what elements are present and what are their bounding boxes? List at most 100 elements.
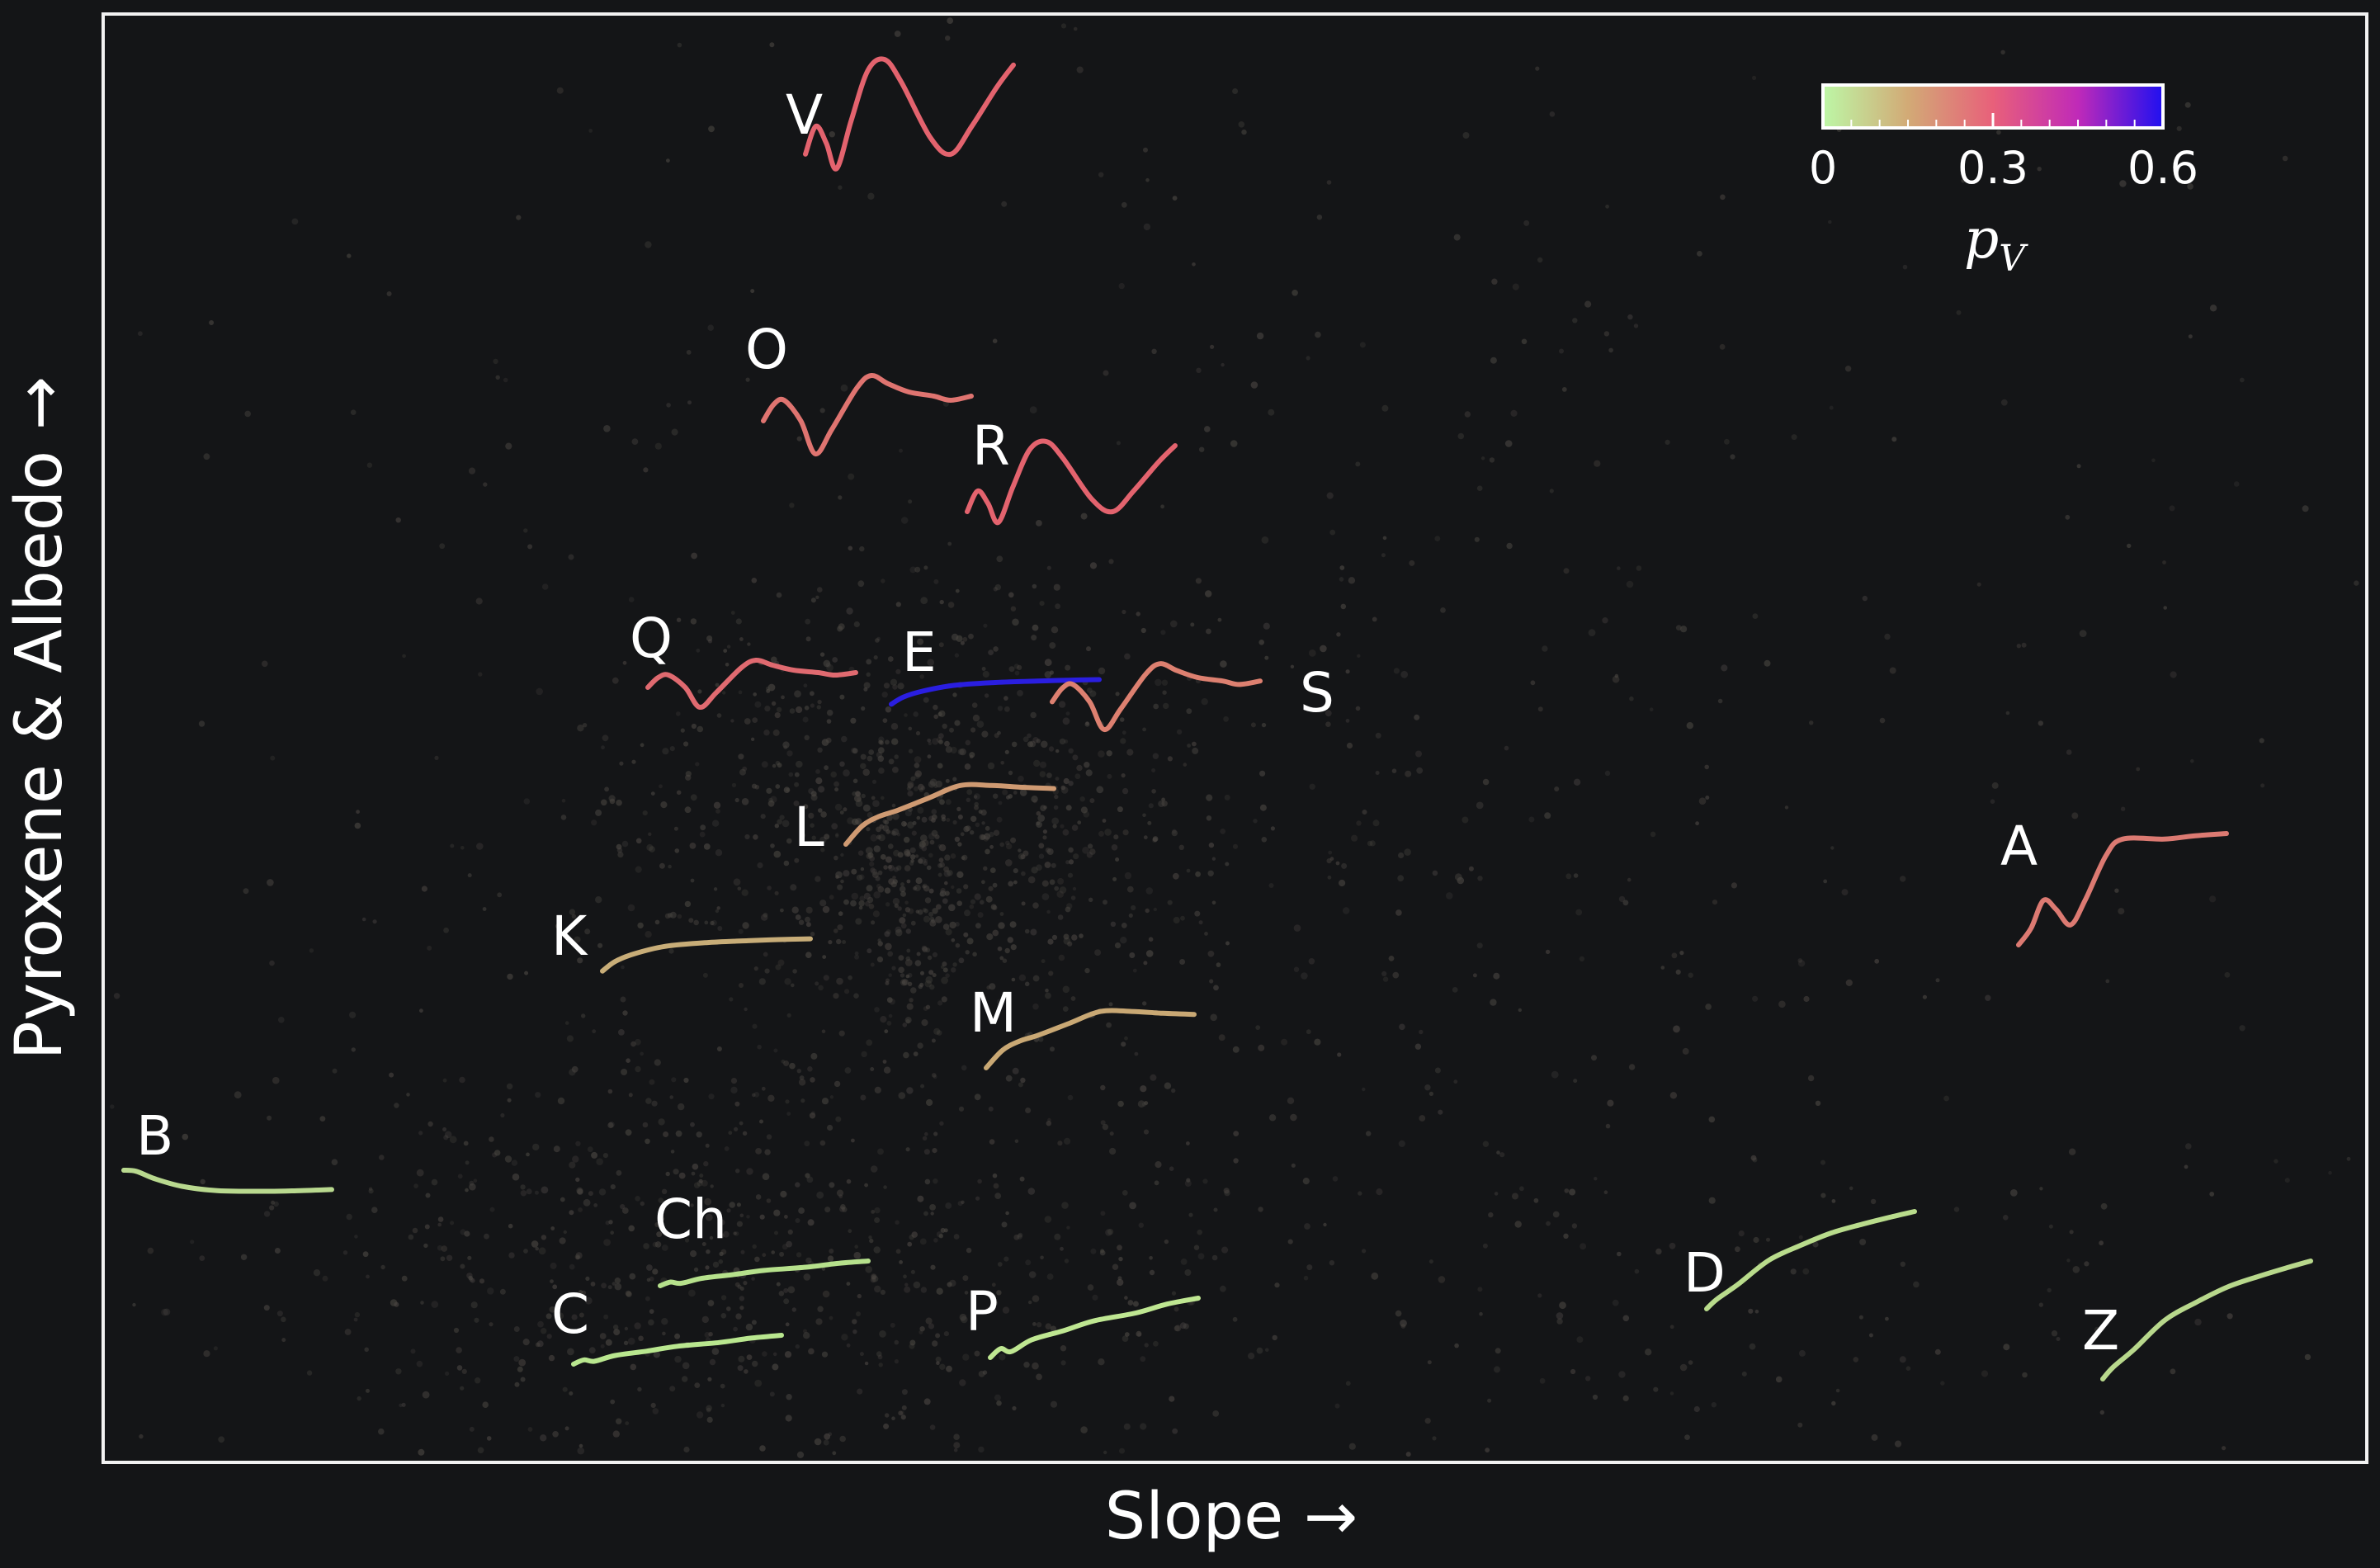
background-point-1320 [607,1285,612,1290]
background-point-458 [989,983,996,990]
background-point-2209 [1669,1325,1674,1329]
background-point-1428 [394,1103,399,1108]
background-point-2403 [1835,1388,1840,1393]
background-point-304 [888,865,892,869]
background-point-748 [883,865,888,870]
background-point-506 [1208,842,1215,848]
background-point-362 [1106,750,1112,757]
background-point-1674 [824,834,830,840]
background-point-834 [907,782,914,789]
background-point-1763 [1248,1353,1255,1360]
background-point-1886 [1604,770,1611,777]
background-point-358 [835,833,839,837]
background-point-1950 [1704,764,1709,770]
background-point-659 [981,821,985,825]
background-point-405 [1053,805,1059,810]
background-point-2347 [2099,1240,2104,1246]
background-point-1825 [1482,778,1490,786]
background-point-2204 [1432,1436,1437,1441]
background-point-1997 [1143,223,1151,231]
background-point-1353 [1173,1306,1179,1312]
background-point-18 [1051,862,1056,868]
background-point-511 [866,1039,873,1046]
background-point-109 [715,849,723,857]
background-point-815 [905,974,910,979]
background-point-227 [907,781,914,788]
background-point-1778 [2209,895,2217,903]
background-point-498 [859,874,865,880]
background-point-1691 [1476,801,1484,810]
background-point-2179 [1784,805,1789,810]
background-point-1906 [523,1249,528,1254]
background-point-1466 [1152,838,1157,843]
background-point-2003 [1695,821,1700,826]
background-point-81 [933,579,939,584]
background-point-1485 [1062,985,1070,994]
background-point-1564 [660,1216,665,1221]
background-point-1034 [707,1377,712,1381]
background-point-316 [895,668,901,675]
background-point-2005 [1359,342,1366,348]
background-point-383 [803,804,809,810]
background-point-768 [894,903,900,909]
background-point-2195 [917,1042,923,1049]
background-point-793 [937,1000,943,1006]
class-label-z: Z [2082,1299,2119,1363]
background-point-1504 [1140,1423,1147,1430]
background-point-2159 [450,843,455,848]
background-point-2341 [1754,1309,1759,1314]
background-point-1742 [1186,868,1191,873]
background-point-1919 [645,1138,650,1145]
background-point-600 [873,845,881,852]
class-label-p: P [966,1280,999,1344]
background-point-2212 [1530,680,1536,686]
background-point-1652 [642,1122,649,1128]
background-point-1044 [819,1140,826,1146]
background-point-419 [776,706,782,713]
background-point-1670 [958,1106,965,1112]
background-point-1628 [1038,843,1045,849]
background-point-1918 [1504,745,1509,751]
background-point-1545 [993,1183,999,1189]
background-point-206 [983,623,988,628]
background-point-2319 [138,331,143,337]
background-point-1854 [1218,1034,1225,1041]
background-point-496 [810,794,818,801]
background-point-1094 [562,1386,568,1392]
background-point-2219 [1261,722,1267,728]
background-point-1613 [799,1075,805,1080]
background-point-1719 [1032,1362,1039,1370]
background-point-601 [1060,786,1069,794]
background-point-1517 [662,748,669,755]
background-point-1834 [1263,622,1270,630]
background-point-79 [895,928,903,937]
background-point-867 [936,1287,943,1295]
background-point-1819 [1633,324,1639,328]
background-point-1893 [1315,331,1321,338]
background-point-2206 [2000,50,2005,54]
background-point-720 [927,738,932,743]
background-point-2018 [493,358,498,365]
background-point-286 [937,872,942,877]
background-point-2078 [2209,305,2217,312]
background-point-929 [959,1379,966,1386]
background-point-210 [1171,829,1178,837]
background-point-840 [883,1066,891,1074]
background-point-1705 [1510,409,1518,417]
background-point-1536 [744,1007,748,1012]
spectrum-k [600,936,813,974]
background-point-1129 [567,1348,574,1356]
background-point-696 [909,847,916,853]
background-point-1550 [497,892,503,898]
background-point-2225 [810,691,815,697]
background-point-1682 [1395,1310,1402,1317]
background-point-1840 [1142,1001,1147,1006]
background-point-2176 [1225,941,1230,946]
background-point-1975 [1060,824,1065,829]
background-point-415 [823,975,829,981]
background-point-819 [938,857,944,863]
background-point-2257 [1660,966,1665,970]
background-point-1314 [489,1136,494,1142]
background-point-1762 [818,985,824,991]
